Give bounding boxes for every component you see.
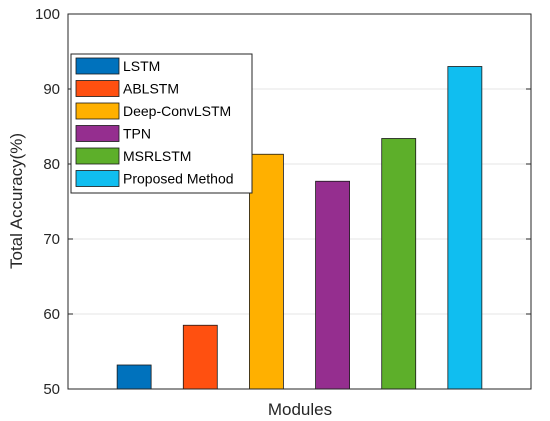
y-tick-label: 80: [43, 156, 60, 173]
bars: [116, 66, 483, 390]
legend-swatch: [75, 147, 120, 165]
y-tick-label: 50: [43, 381, 60, 398]
bar-msrlstm: [381, 138, 417, 390]
plot-frame: [67, 13, 532, 390]
y-axis-label: Total Accuracy(%): [7, 133, 26, 269]
legend-label: LSTM: [123, 58, 160, 74]
bar-ablstm: [182, 324, 218, 390]
bar-deep-convlstm: [249, 153, 284, 390]
legend-swatch: [75, 80, 120, 97]
legend-box: [70, 53, 253, 194]
legend: LSTM ABLSTM Deep-ConvLSTM TPN MSRLSTM Propose…: [70, 53, 253, 194]
bar-tpn: [315, 180, 350, 390]
legend-label: Deep-ConvLSTM: [123, 103, 231, 119]
y-tick-label: 90: [43, 81, 60, 98]
legend-label: Proposed Method: [123, 171, 234, 187]
legend-swatch: [75, 102, 120, 120]
legend-label: ABLSTM: [123, 81, 179, 97]
legend-label: MSRLSTM: [123, 148, 191, 164]
y-axis-ticks: 50 60 70 80 90 100: [35, 6, 531, 398]
y-tick-label: 100: [35, 6, 60, 23]
legend-swatch: [75, 125, 120, 142]
y-tick-label: 60: [43, 306, 60, 323]
legend-swatch: [75, 170, 120, 187]
y-tick-label: 70: [43, 231, 60, 248]
x-axis-label: Modules: [268, 400, 332, 419]
legend-swatch: [75, 57, 120, 75]
bar-lstm: [116, 364, 152, 390]
bar-proposed-method: [447, 66, 483, 390]
legend-label: TPN: [123, 126, 151, 142]
